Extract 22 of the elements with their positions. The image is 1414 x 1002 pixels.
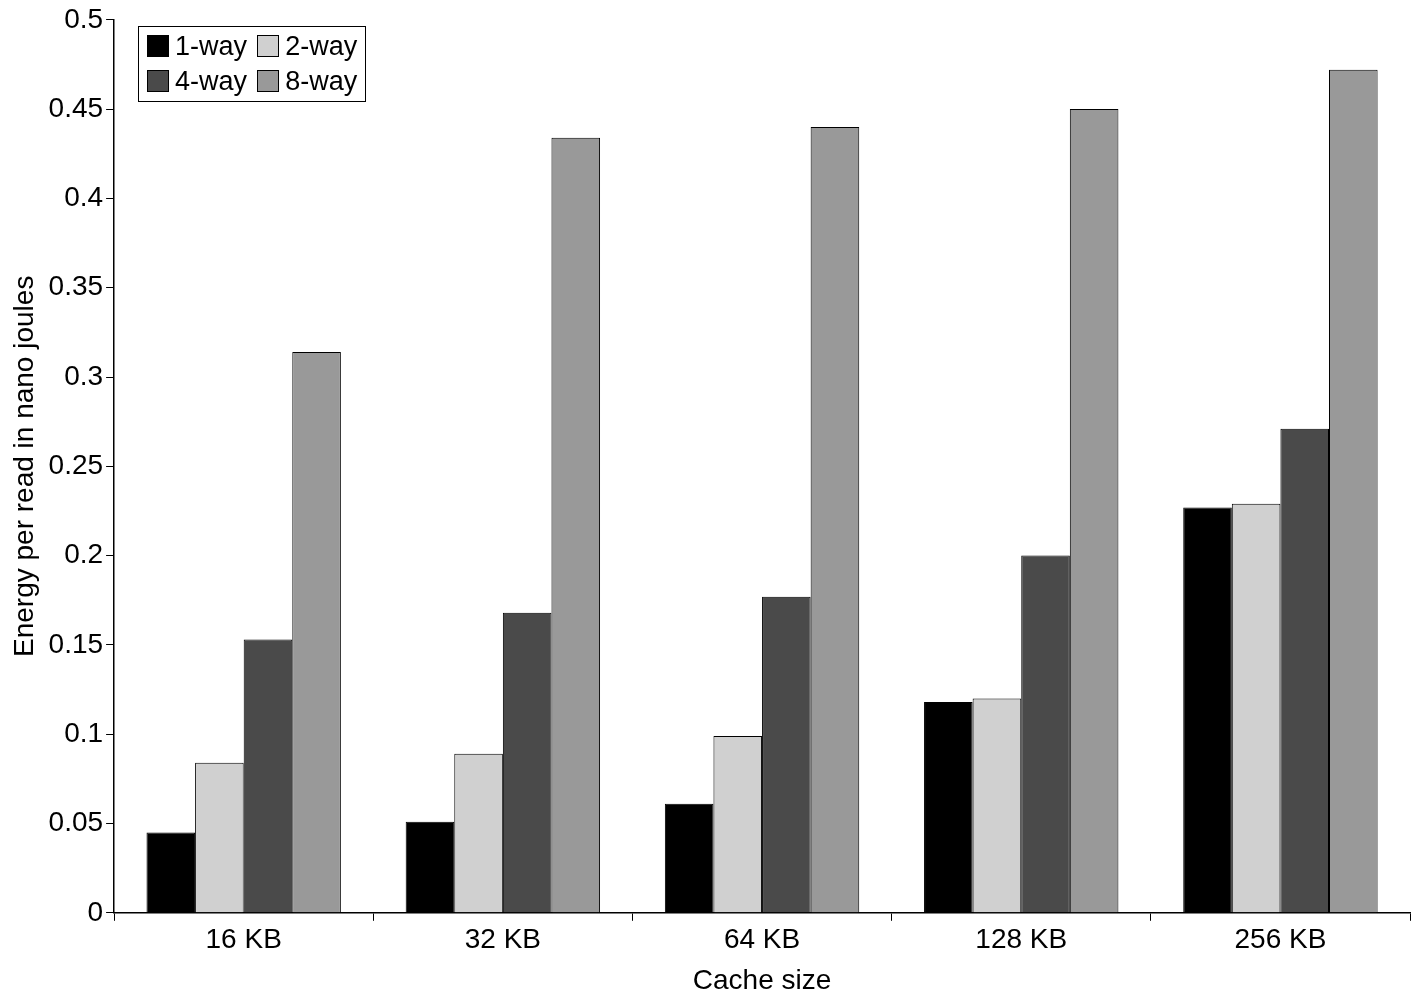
x-tick-label: 256 KB	[1234, 923, 1327, 955]
legend-label: 8-way	[285, 65, 358, 97]
y-tick-label: 0	[87, 895, 104, 927]
y-tick-label: 0.2	[64, 538, 104, 570]
y-tick-label: 0.45	[48, 91, 104, 123]
legend-label: 4-way	[175, 65, 248, 97]
x-tick-label: 64 KB	[723, 923, 801, 955]
y-tick-label: 0.5	[64, 2, 104, 34]
legend-label: 2-way	[285, 30, 358, 62]
y-tick-label: 0.15	[48, 627, 104, 659]
x-tick-label: 16 KB	[205, 923, 282, 955]
x-tick-label: 128 KB	[975, 923, 1068, 955]
x-tick-label: 32 KB	[464, 923, 542, 955]
y-tick-label: 0.1	[64, 716, 104, 748]
y-tick-label: 0.35	[48, 270, 104, 302]
y-tick-label: 0.25	[48, 449, 104, 481]
legend-label: 1-way	[175, 30, 248, 62]
y-tick-label: 0.3	[64, 359, 104, 391]
y-tick-label: 0.05	[48, 806, 104, 838]
y-tick-label: 0.4	[64, 181, 104, 213]
y-axis-title: Energy per read in nano joules	[7, 275, 39, 657]
x-axis-title: Cache size	[692, 963, 832, 995]
